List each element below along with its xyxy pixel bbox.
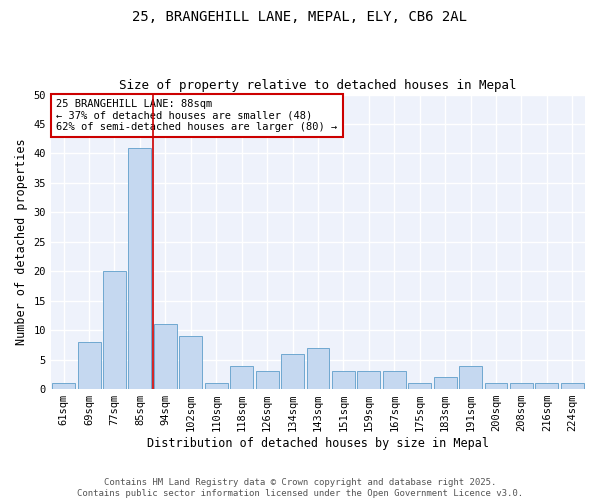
Bar [205,383,227,389]
Bar [77,342,101,389]
Text: 25 BRANGEHILL LANE: 88sqm
← 37% of detached houses are smaller (48)
62% of semi-: 25 BRANGEHILL LANE: 88sqm ← 37% of detac… [56,99,338,132]
Bar [358,372,380,389]
Bar [128,148,151,389]
Text: 25, BRANGEHILL LANE, MEPAL, ELY, CB6 2AL: 25, BRANGEHILL LANE, MEPAL, ELY, CB6 2AL [133,10,467,24]
Title: Size of property relative to detached houses in Mepal: Size of property relative to detached ho… [119,79,517,92]
Bar [256,372,278,389]
Bar [459,366,482,389]
Bar [408,383,431,389]
Bar [434,378,457,389]
Text: Contains HM Land Registry data © Crown copyright and database right 2025.
Contai: Contains HM Land Registry data © Crown c… [77,478,523,498]
Bar [307,348,329,389]
Bar [281,354,304,389]
Bar [332,372,355,389]
Bar [561,383,584,389]
Bar [154,324,177,389]
Bar [535,383,558,389]
Y-axis label: Number of detached properties: Number of detached properties [15,138,28,345]
Bar [230,366,253,389]
Bar [510,383,533,389]
Bar [52,383,75,389]
Bar [179,336,202,389]
Bar [485,383,508,389]
X-axis label: Distribution of detached houses by size in Mepal: Distribution of detached houses by size … [147,437,489,450]
Bar [383,372,406,389]
Bar [103,272,126,389]
